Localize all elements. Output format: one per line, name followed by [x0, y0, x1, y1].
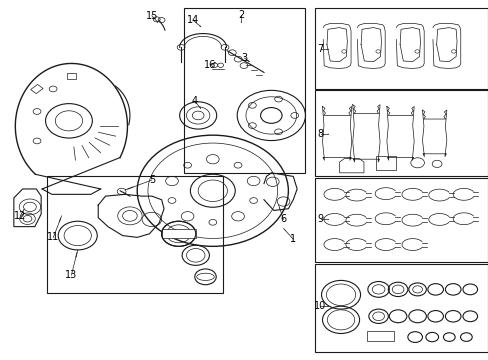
Text: 11: 11 [47, 232, 60, 242]
Text: 7: 7 [317, 44, 323, 54]
Bar [66, 73, 76, 79]
Text: 6: 6 [280, 215, 286, 224]
Text: 1: 1 [289, 234, 296, 244]
Text: 10: 10 [314, 301, 326, 311]
Text: 8: 8 [317, 129, 323, 139]
Bar [47, 176, 222, 293]
Text: 16: 16 [204, 60, 216, 70]
Bar [315, 178, 488, 262]
Text: 13: 13 [65, 270, 78, 280]
Bar [315, 264, 488, 352]
Text: 9: 9 [317, 215, 323, 224]
Text: 12: 12 [14, 211, 26, 221]
Text: 5: 5 [148, 175, 155, 185]
Text: 2: 2 [238, 10, 244, 20]
Text: 14: 14 [187, 15, 199, 26]
Text: 4: 4 [191, 96, 198, 106]
Bar [161, 229, 195, 238]
Bar [315, 90, 488, 176]
Bar [31, 85, 43, 94]
Bar [183, 8, 305, 173]
Text: 15: 15 [145, 11, 158, 21]
Text: 3: 3 [241, 53, 247, 63]
Bar [366, 330, 393, 341]
Bar [315, 8, 488, 89]
